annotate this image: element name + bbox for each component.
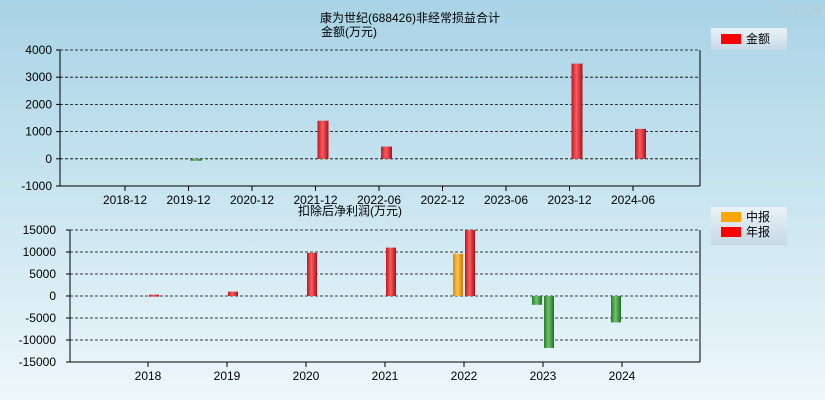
chart2-legend-label-mid: 中报: [746, 209, 770, 224]
chart1-x-tick-label: 2024-06: [611, 193, 655, 207]
chart2-y-tick-label: 15000: [23, 223, 57, 237]
chart1-y-tick-label: 2000: [25, 97, 52, 111]
chart2-y-tick-label: 10000: [23, 245, 57, 259]
chart1-legend-box: [711, 28, 787, 50]
chart1-gridlines: [60, 49, 700, 160]
chart1-x-axis: 2018-12 2019-12 2020-12 2021-12 2022-06 2022-…: [60, 50, 701, 207]
chart1-y-tick-label: -1000: [21, 179, 52, 193]
chart2-x-tick-label: 2018: [135, 369, 162, 383]
chart2-x-tick-label: 2021: [372, 369, 399, 383]
chart1-x-tick-label: 2023-06: [484, 193, 528, 207]
chart1-title: 康为世纪(688426)非经常损益合计: [320, 10, 500, 25]
chart1-bar: [381, 146, 392, 159]
chart1-bar: [190, 158, 202, 161]
chart2-legend: 中报 年报: [711, 207, 787, 245]
chart1-y-tick-label: 4000: [25, 43, 52, 57]
chart1-y-tick-label: 1000: [25, 125, 52, 139]
watermark: CFi.CN: [778, 3, 821, 18]
chart2-y-tick-label: 5000: [29, 267, 56, 281]
chart1-bars: [190, 63, 646, 161]
chart2-legend-label-annual: 年报: [746, 224, 770, 239]
chart2-x-tick-label: 2022: [451, 369, 478, 383]
chart1-x-tick-label: 2023-12: [547, 193, 591, 207]
chart1-x-tick-label: 2022-06: [357, 193, 401, 207]
chart-net-profit-after-deduction: 扣除后净利润(万元) 15000 10000 5000 0 -5000 -10000 -15…: [19, 203, 787, 383]
chart2-x-tick-label: 2020: [293, 369, 320, 383]
chart2-y-tick-label: -10000: [19, 333, 57, 347]
chart1-legend: 金额: [711, 28, 787, 50]
chart2-x-tick-label: 2019: [214, 369, 241, 383]
chart1-x-tick-label: 2020-12: [230, 193, 274, 207]
chart1-bar: [635, 128, 646, 159]
chart1-bar: [571, 63, 583, 159]
chart2-bar-annual: [228, 291, 238, 296]
chart2-bar-annual: [544, 296, 554, 348]
chart2-bar-mid: [532, 296, 542, 305]
chart1-legend-swatch: [721, 34, 741, 44]
chart2-legend-swatch-mid: [721, 212, 741, 222]
chart1-y-tick-label: 0: [45, 152, 52, 166]
chart2-y-tick-label: -15000: [19, 355, 57, 369]
chart2-x-tick-label: 2024: [609, 369, 636, 383]
chart2-bar-annual: [386, 247, 396, 296]
chart-nonrecurring-gains: 康为世纪(688426)非经常损益合计 金额(万元) 4000 3000 2000 1…: [21, 10, 787, 207]
chart2-y-axis: 15000 10000 5000 0 -5000 -10000 -15000: [19, 223, 71, 369]
chart2-gridlines: [70, 229, 700, 341]
chart2-x-axis: 2018 2019 2020 2021 2022 2023 2024: [70, 230, 701, 383]
chart1-y-axis: 4000 3000 2000 1000 0 -1000: [21, 43, 61, 193]
chart1-unit-label: 金额(万元): [321, 24, 377, 39]
chart2-legend-swatch-annual: [721, 227, 741, 237]
chart2-y-tick-label: 0: [49, 289, 56, 303]
chart2-bar-mid: [453, 253, 463, 296]
chart2-bar-annual: [465, 230, 475, 296]
chart2-bar-annual: [149, 294, 159, 297]
chart2-bars: [149, 230, 621, 348]
chart1-legend-label: 金额: [746, 31, 770, 46]
chart2-title: 扣除后净利润(万元): [298, 203, 402, 218]
chart2-bar-mid: [611, 296, 621, 323]
chart1-bar: [317, 120, 329, 159]
chart1-x-tick-label: 2019-12: [166, 193, 210, 207]
chart1-y-tick-label: 3000: [25, 70, 52, 84]
chart2-y-tick-label: -5000: [25, 311, 56, 325]
chart2-bar-annual: [307, 252, 317, 296]
chart1-x-tick-label: 2022-12: [420, 193, 464, 207]
chart1-x-tick-label: 2021-12: [293, 193, 337, 207]
chart1-x-tick-label: 2018-12: [103, 193, 147, 207]
chart2-x-tick-label: 2023: [530, 369, 557, 383]
